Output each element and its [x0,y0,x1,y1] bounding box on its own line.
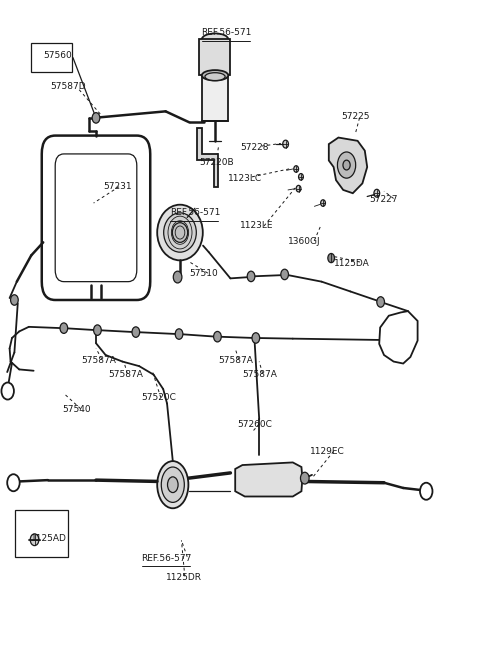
Circle shape [7,474,20,491]
Bar [202,74,228,121]
Text: 57510: 57510 [190,269,218,278]
Circle shape [374,189,380,197]
Circle shape [281,269,288,280]
Circle shape [283,140,288,148]
Circle shape [175,329,183,339]
Text: 57225: 57225 [341,112,369,121]
Circle shape [247,271,255,282]
Circle shape [377,297,384,307]
Circle shape [214,331,221,342]
Text: REF.56-571: REF.56-571 [170,208,221,217]
Bar [199,39,230,75]
Text: 57220B: 57220B [199,158,234,167]
Circle shape [11,295,18,305]
Text: REF.56-577: REF.56-577 [142,553,192,563]
Text: 1125DR: 1125DR [166,573,202,582]
Circle shape [94,325,101,335]
Text: 57231: 57231 [103,182,132,191]
Circle shape [92,113,100,123]
Text: 1123LE: 1123LE [240,221,274,231]
Text: 57228: 57228 [240,143,268,152]
Ellipse shape [157,461,188,508]
Polygon shape [235,462,302,496]
Circle shape [1,383,14,400]
Ellipse shape [164,213,196,252]
Circle shape [296,185,301,192]
Ellipse shape [202,33,228,45]
Circle shape [420,483,432,500]
Ellipse shape [337,152,356,178]
Text: 57227: 57227 [370,195,398,204]
Ellipse shape [172,223,188,242]
Polygon shape [197,128,218,187]
Text: 1360GJ: 1360GJ [288,236,321,246]
Circle shape [321,200,325,206]
Text: 57587D: 57587D [50,82,86,91]
Bar [15,510,68,557]
Text: 57260C: 57260C [238,420,273,429]
Text: 57587A: 57587A [82,356,117,365]
Circle shape [328,253,335,263]
Text: 1129EC: 1129EC [310,447,344,457]
Polygon shape [329,138,367,193]
Text: 57587A: 57587A [218,356,253,365]
Text: 1125AD: 1125AD [31,534,67,543]
Circle shape [132,327,140,337]
Circle shape [299,174,303,180]
Circle shape [173,271,182,283]
Ellipse shape [343,160,350,170]
Circle shape [252,333,260,343]
Circle shape [300,472,309,484]
Ellipse shape [157,204,203,260]
Text: REF.56-571: REF.56-571 [202,28,252,37]
Text: 57520C: 57520C [142,393,177,402]
Text: 57587A: 57587A [108,370,143,379]
Text: 57587A: 57587A [242,370,277,379]
Text: 1123LC: 1123LC [228,174,262,183]
Ellipse shape [161,467,184,502]
Ellipse shape [202,70,228,81]
Bar [31,43,72,72]
Circle shape [60,323,68,333]
Text: 57540: 57540 [62,405,91,414]
Ellipse shape [205,73,225,81]
Circle shape [30,534,39,546]
Text: 1125DA: 1125DA [334,259,369,268]
Ellipse shape [168,477,178,493]
Text: 57560: 57560 [43,51,72,60]
Circle shape [294,166,299,172]
